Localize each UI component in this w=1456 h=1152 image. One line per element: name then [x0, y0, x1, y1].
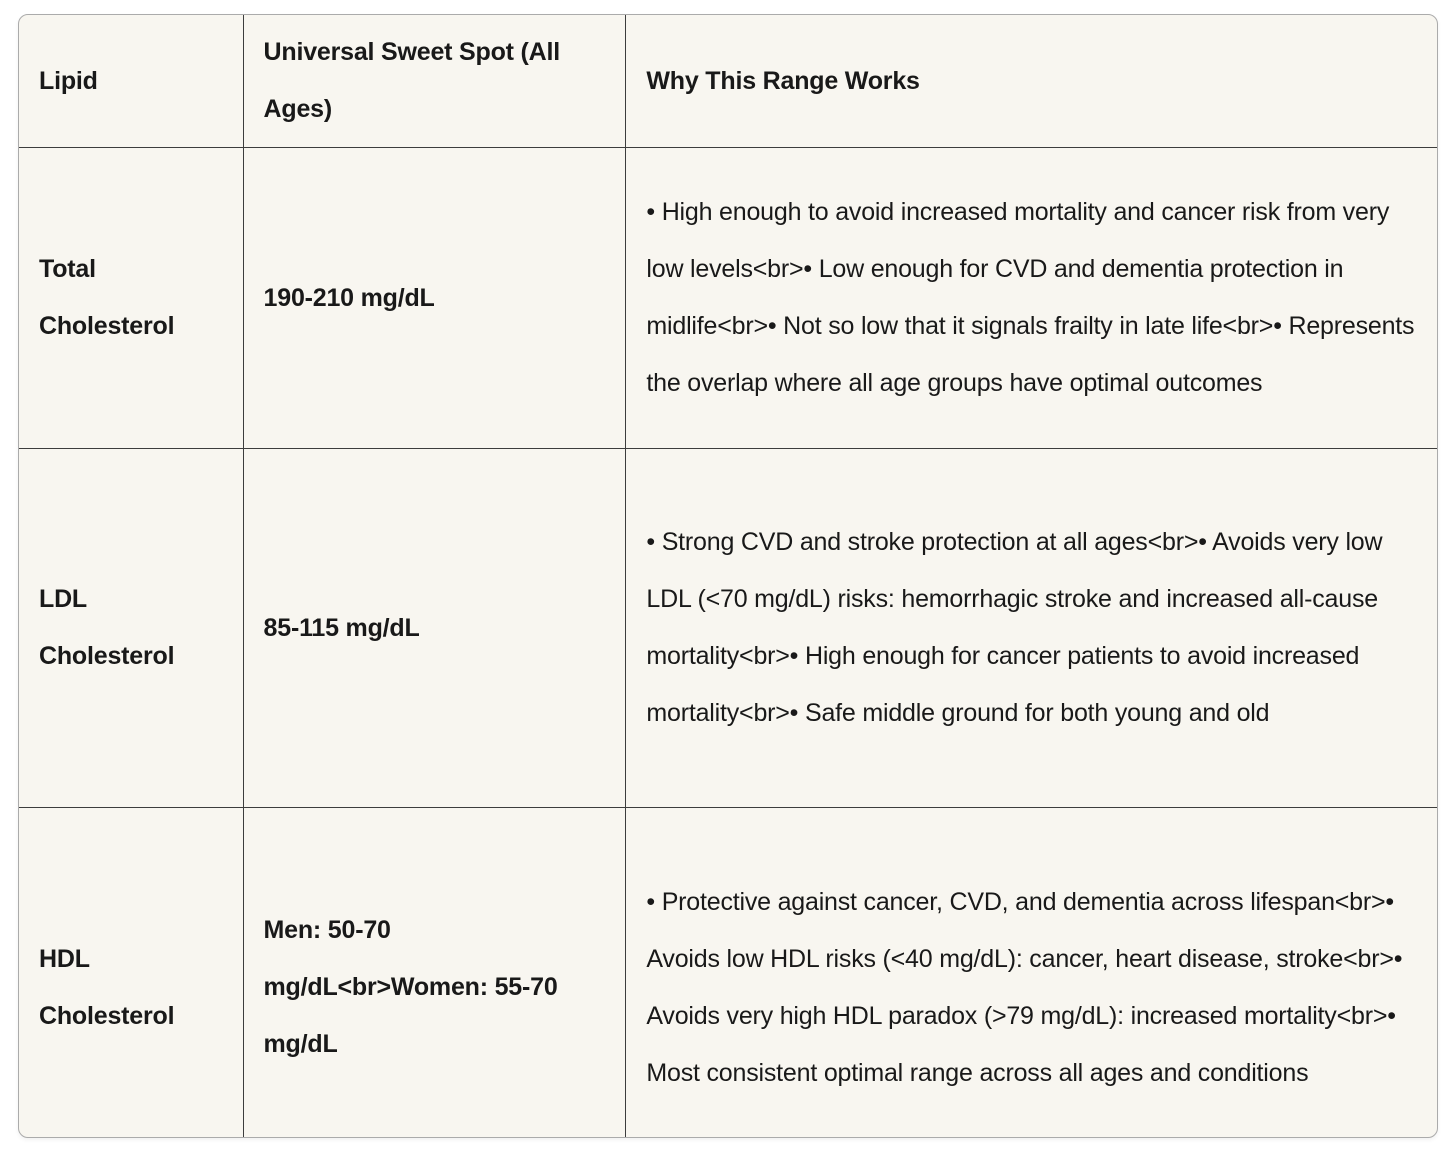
column-header-lipid: Lipid	[19, 15, 244, 148]
lipid-ranges-table-container: Lipid Universal Sweet Spot (All Ages) Wh…	[18, 14, 1438, 1138]
cell-why-ldl: • Strong CVD and stroke protection at al…	[625, 448, 1437, 808]
cell-why-hdl: • Protective against cancer, CVD, and de…	[646, 887, 1403, 1087]
cell-lipid-hdl: HDL Cholesterol	[19, 807, 244, 1137]
cell-sweet-spot-ldl: 85-115 mg/dL	[243, 448, 627, 808]
header-row: Lipid Universal Sweet Spot (All Ages) Wh…	[19, 15, 1437, 148]
cell-sweet-spot-hdl: Men: 50-70 mg/dL<br>Women: 55-70 mg/dL	[243, 807, 627, 1137]
column-header-sweet-spot: Universal Sweet Spot (All Ages)	[243, 15, 627, 148]
column-header-why: Why This Range Works	[625, 15, 1437, 148]
lipid-ranges-table: Lipid Universal Sweet Spot (All Ages) Wh…	[19, 15, 1437, 1137]
table-row-ldl-cholesterol: LDL Cholesterol 85-115 mg/dL • Strong CV…	[19, 448, 1437, 808]
cell-why-total: • High enough to avoid increased mortali…	[625, 147, 1437, 449]
table-row-hdl-cholesterol: HDL Cholesterol Men: 50-70 mg/dL<br>Wome…	[19, 807, 1437, 1137]
cell-lipid-ldl: LDL Cholesterol	[19, 448, 244, 808]
table-row-total-cholesterol: Total Cholesterol 190-210 mg/dL • High e…	[19, 147, 1437, 449]
cell-lipid-total: Total Cholesterol	[19, 147, 244, 449]
cell-sweet-spot-total: 190-210 mg/dL	[243, 147, 627, 449]
